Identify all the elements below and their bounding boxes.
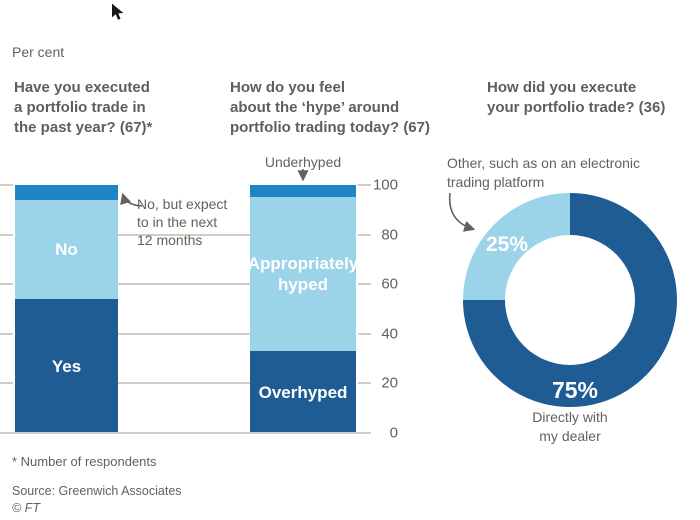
donut-slice-label-dealer: 75% xyxy=(551,377,599,403)
unit-label: Per cent xyxy=(12,44,65,60)
question-title-execution-method: How did you execute your portfolio trade… xyxy=(487,79,666,116)
bar-segment-no: No xyxy=(15,199,118,300)
y-tick-right xyxy=(358,382,371,385)
y-axis-label: 80 xyxy=(381,226,398,244)
bar-segment-overhyped: Overhyped xyxy=(250,351,356,433)
bar-segment-label: No xyxy=(55,240,78,259)
annotation-underhyped: Underhyped xyxy=(264,154,342,170)
donut-hole xyxy=(505,235,635,365)
footnote-respondents: * Number of respondents xyxy=(12,454,157,469)
y-axis-label: 60 xyxy=(381,275,398,293)
source-label: Source: Greenwich Associates xyxy=(12,484,182,498)
annotation-other-electronic: Other, such as on an electronic trading … xyxy=(447,155,640,190)
y-tick-left xyxy=(0,184,13,186)
arrow-other-electronic xyxy=(448,192,476,232)
y-tick-right xyxy=(358,233,371,236)
y-tick-right xyxy=(358,332,371,335)
stacked-bar-executed-trade: Yes No xyxy=(15,185,118,433)
y-gridline xyxy=(118,233,250,236)
y-tick-left xyxy=(0,233,13,236)
y-axis-label: 0 xyxy=(389,424,398,442)
plot-area: 100 80 60 40 20 0 Yes No Overhyped Appropriatel… xyxy=(0,177,400,442)
y-tick-left xyxy=(0,283,13,286)
donut-ring: 25% 75% xyxy=(463,193,677,407)
annotation-no-but-expect: No, but expect to in the next 12 months xyxy=(137,196,228,248)
y-axis-label: 100 xyxy=(372,176,398,194)
mouse-cursor-icon xyxy=(112,3,124,20)
y-tick-right xyxy=(358,283,371,286)
donut-slice-label-other: 25% xyxy=(485,233,529,256)
bar-segment-yes: Yes xyxy=(15,299,118,433)
bar-segment-label: Yes xyxy=(51,356,82,376)
bar-segment-no-but-expect-to-in-the-next-12-months xyxy=(15,185,118,200)
stacked-bar-hype-feeling: Overhyped Appropriately hyped xyxy=(247,185,359,433)
donut-caption-directly-with-dealer: Directly with my dealer xyxy=(532,409,608,444)
y-tick-right xyxy=(358,184,371,186)
bar-segment-label: Overhyped xyxy=(258,382,348,402)
bar-segment-appropriately-hyped: Appropriately hyped xyxy=(247,197,359,352)
y-tick-left xyxy=(0,382,13,385)
question-title-hype-feeling: How do you feel about the ‘hype’ around … xyxy=(230,79,430,136)
question-title-executed-trade: Have you executed a portfolio trade in t… xyxy=(14,79,153,136)
y-gridline xyxy=(118,332,250,335)
bar-segment-underhyped xyxy=(250,185,356,198)
y-gridline xyxy=(118,382,250,385)
y-tick-left xyxy=(0,332,13,335)
bar-segment-label: Appropriately hyped xyxy=(247,254,359,295)
ft-copyright: © FT xyxy=(12,501,40,515)
y-axis-label: 40 xyxy=(381,325,398,343)
y-axis-label: 20 xyxy=(381,374,398,392)
x-axis-baseline xyxy=(0,432,371,434)
y-gridline xyxy=(118,283,250,286)
